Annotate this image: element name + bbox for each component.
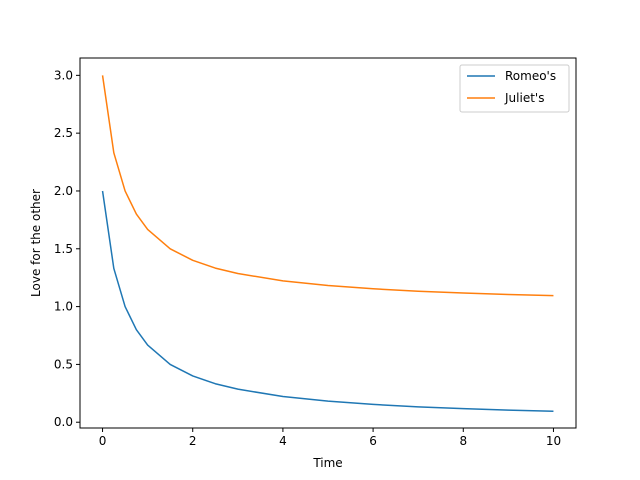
plot-frame xyxy=(79,57,577,429)
legend-label-juliet: Juliet's xyxy=(504,91,544,105)
legend-label-romeo: Romeo's xyxy=(505,69,556,83)
plot-area xyxy=(80,58,576,428)
x-tick-label: 0 xyxy=(99,434,107,448)
y-axis-label: Love for the other xyxy=(29,189,43,297)
y-tick-label: 2.0 xyxy=(54,184,73,198)
y-tick-label: 3.0 xyxy=(54,68,73,82)
x-tick-label: 10 xyxy=(546,434,561,448)
x-tick-label: 2 xyxy=(189,434,197,448)
y-axis-ticks: 0.0 0.5 1.0 1.5 2.0 2.5 3.0 xyxy=(54,68,80,429)
x-tick-label: 4 xyxy=(279,434,287,448)
x-tick-label: 6 xyxy=(369,434,377,448)
y-tick-label: 0.5 xyxy=(54,357,73,371)
y-tick-label: 1.5 xyxy=(54,242,73,256)
x-tick-label: 8 xyxy=(459,434,467,448)
y-tick-label: 1.0 xyxy=(54,300,73,314)
series-line-juliet-s xyxy=(101,75,554,297)
y-tick-label: 2.5 xyxy=(54,126,73,140)
series-line-romeo-s xyxy=(101,190,554,412)
series-layer xyxy=(101,75,554,412)
y-tick-label: 0.0 xyxy=(54,415,73,429)
x-axis-label: Time xyxy=(312,456,342,470)
x-axis-ticks: 0 2 4 6 8 10 xyxy=(99,428,561,448)
legend: Romeo's Juliet's xyxy=(459,64,570,113)
